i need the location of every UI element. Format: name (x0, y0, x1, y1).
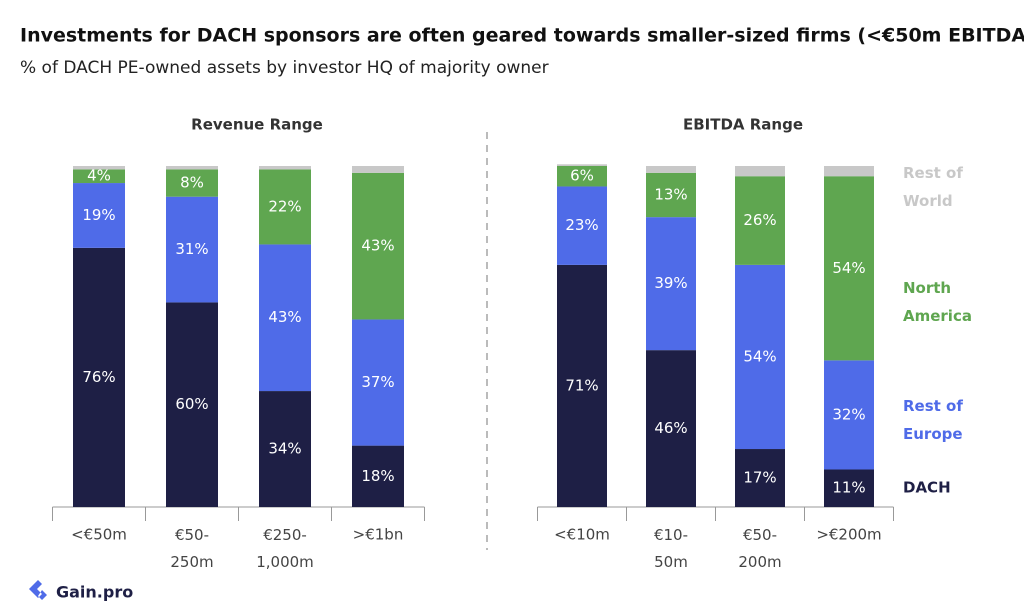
bar-segment (824, 166, 874, 177)
data-label: 54% (832, 259, 865, 277)
bar-segment (259, 166, 311, 170)
title: Investments for DACH sponsors are often … (20, 25, 1024, 47)
data-label: 37% (361, 373, 394, 391)
data-label: 26% (743, 211, 776, 229)
panel-title: EBITDA Range (683, 116, 803, 134)
bar-segment (646, 172, 696, 218)
bar-segment (646, 217, 696, 351)
bar-segment (166, 196, 218, 303)
bar-segment (259, 244, 311, 392)
data-label: 17% (743, 469, 776, 487)
bar-segment (259, 169, 311, 245)
bar-segment (735, 264, 785, 450)
bar-segment (735, 166, 785, 177)
subtitle: % of DACH PE-owned assets by investor HQ… (20, 58, 549, 78)
panel-title: Revenue Range (191, 116, 323, 134)
bar-segment (73, 247, 125, 507)
x-tick-label: €50-250m (170, 526, 213, 571)
data-label: 39% (654, 274, 687, 292)
bar-segment (73, 166, 125, 170)
data-label: 11% (832, 479, 865, 497)
bar-segment (646, 166, 696, 173)
bar-segment (73, 169, 125, 184)
bar-segment (824, 360, 874, 470)
bar-segment (259, 391, 311, 507)
data-label: 13% (654, 185, 687, 203)
data-label: 76% (82, 368, 115, 386)
x-tick-label: >€1bn (353, 526, 404, 544)
bar-segment (73, 183, 125, 248)
bar-segment (824, 176, 874, 361)
x-tick-label: <€10m (554, 526, 610, 544)
data-label: 31% (175, 240, 208, 258)
bar-segment (166, 166, 218, 170)
data-label: 43% (268, 308, 301, 326)
data-label: 60% (175, 395, 208, 413)
data-label: 22% (268, 197, 301, 215)
bar-segment (352, 445, 404, 507)
data-label: 6% (570, 167, 594, 185)
bar-segment (557, 164, 607, 166)
x-tick-label: €50-200m (738, 526, 781, 571)
bar-segment (557, 186, 607, 265)
legend-label: DACH (903, 479, 951, 497)
bar-segment (735, 449, 785, 507)
legend-label: North America (903, 279, 972, 325)
x-tick-label: >€200m (816, 526, 881, 544)
data-label: 34% (268, 440, 301, 458)
x-tick-label: €10-50m (654, 526, 688, 571)
bar-segment (646, 350, 696, 507)
data-label: 43% (361, 237, 394, 255)
legend-label: Rest of World (903, 164, 963, 210)
logo (29, 580, 47, 600)
bar-segment (557, 264, 607, 507)
bar-segment (352, 319, 404, 446)
x-tick-label: <€50m (71, 526, 127, 544)
data-label: 8% (180, 174, 204, 192)
data-label: 4% (87, 167, 111, 185)
footer-brand: Gain.pro (56, 583, 133, 602)
x-tick-label: €250-1,000m (256, 526, 314, 571)
bar-segment (166, 169, 218, 197)
bar-segment (824, 469, 874, 507)
data-label: 32% (832, 405, 865, 423)
bar-segment (352, 172, 404, 320)
data-label: 54% (743, 347, 776, 365)
bar-segment (735, 176, 785, 265)
bar-segment (557, 166, 607, 187)
data-label: 18% (361, 467, 394, 485)
data-label: 71% (565, 376, 598, 394)
bar-segment (166, 302, 218, 507)
data-label: 23% (565, 216, 598, 234)
data-label: 19% (82, 206, 115, 224)
bar-segment (352, 166, 404, 173)
legend-label: Rest of Europe (903, 397, 963, 443)
data-label: 46% (654, 419, 687, 437)
